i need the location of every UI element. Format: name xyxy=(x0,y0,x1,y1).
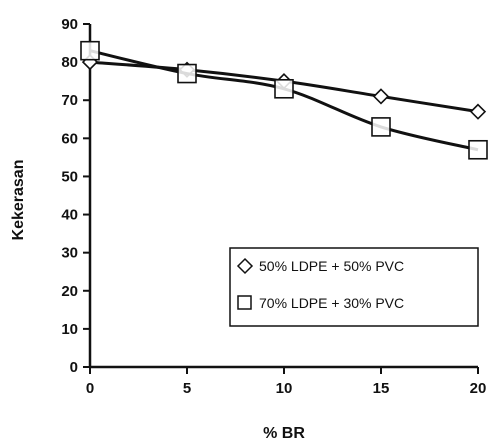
legend-label-series-1: 50% LDPE + 50% PVC xyxy=(259,258,404,274)
x-tick-label: 5 xyxy=(183,380,191,397)
x-axis-title: % BR xyxy=(263,425,305,442)
y-tick-label: 40 xyxy=(61,207,78,224)
legend-box xyxy=(229,247,479,327)
y-tick-label: 0 xyxy=(70,359,78,376)
data-point-square xyxy=(371,117,391,137)
legend-diamond-marker xyxy=(236,257,254,275)
data-point-square xyxy=(177,63,197,84)
y-axis-title: Kekerasan xyxy=(10,160,27,241)
y-tick-label: 70 xyxy=(61,92,78,109)
x-ticks: 0 5 10 15 20 xyxy=(86,367,487,397)
y-tick-label: 50 xyxy=(61,168,78,185)
y-tick-label: 60 xyxy=(61,130,78,147)
y-tick-label: 10 xyxy=(61,321,78,338)
data-point-diamond xyxy=(469,103,487,120)
plot-area: 0 10 20 30 40 50 60 70 80 90 0 5 10 15 20 xyxy=(61,16,488,397)
y-tick-label: 30 xyxy=(61,245,78,262)
data-point-diamond xyxy=(372,88,390,105)
x-tick-label: 0 xyxy=(86,380,94,397)
y-ticks: 0 10 20 30 40 50 60 70 80 90 xyxy=(61,16,90,376)
data-point-square xyxy=(274,78,294,99)
legend-label-series-2: 70% LDPE + 30% PVC xyxy=(259,295,404,311)
data-point-square xyxy=(468,139,488,160)
data-point-square xyxy=(80,40,100,61)
y-tick-label: 20 xyxy=(61,283,78,300)
x-tick-label: 15 xyxy=(373,380,390,397)
series-layer xyxy=(80,40,488,160)
y-tick-label: 80 xyxy=(61,54,78,71)
y-tick-label: 90 xyxy=(61,16,78,33)
legend-square-marker xyxy=(237,295,252,310)
legend: 50% LDPE + 50% PVC 70% LDPE + 30% PVC xyxy=(229,247,479,327)
series-line xyxy=(89,49,479,152)
series-2 xyxy=(80,40,488,160)
x-tick-label: 10 xyxy=(276,380,293,397)
x-tick-label: 20 xyxy=(470,380,487,397)
